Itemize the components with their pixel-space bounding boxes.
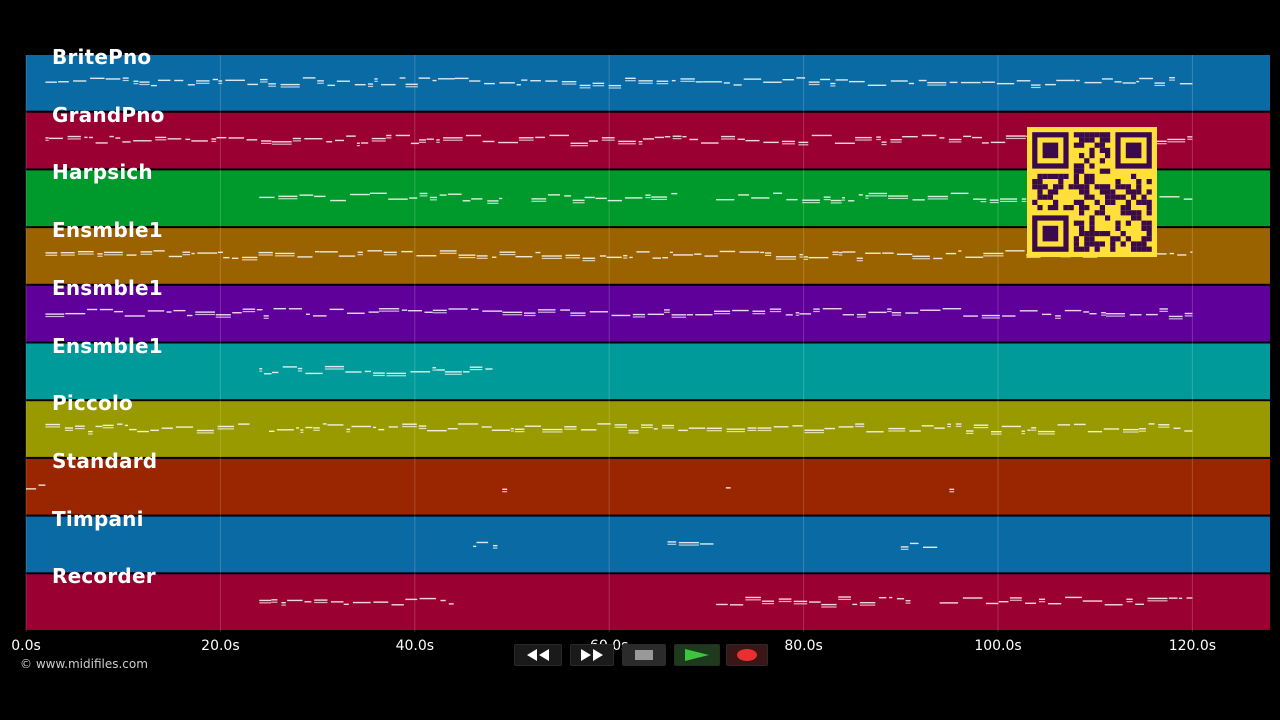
track-label: GrandPno <box>52 102 165 127</box>
play-button[interactable] <box>674 644 720 666</box>
track-label: Ensmble1 <box>52 275 163 300</box>
track-label: BritePno <box>52 45 152 69</box>
record-icon <box>737 649 757 661</box>
track-lane <box>26 516 1270 573</box>
time-tick-label: 0.0s <box>11 638 41 654</box>
time-tick-label: 80.0s <box>784 638 823 654</box>
record-button[interactable] <box>726 644 768 666</box>
copyright-text: © www.midifiles.com <box>20 657 148 671</box>
time-tick-label: 100.0s <box>974 638 1022 654</box>
track-lane <box>26 574 1270 630</box>
time-tick-label: 20.0s <box>201 638 240 654</box>
stop-icon <box>635 650 653 660</box>
track-lane <box>26 343 1270 400</box>
track-lane <box>26 401 1270 457</box>
track-label: Harpsich <box>52 160 153 185</box>
time-tick-label: 120.0s <box>1168 638 1217 654</box>
qr-code <box>1027 127 1157 257</box>
play-icon <box>685 649 709 661</box>
fast-forward-button[interactable] <box>570 644 614 666</box>
stop-button[interactable] <box>622 644 666 666</box>
track-label: Ensmble1 <box>52 333 163 358</box>
transport-controls <box>510 642 770 668</box>
track-label: Standard <box>52 448 158 473</box>
track-lane <box>26 458 1270 515</box>
rewind-icon <box>527 649 549 661</box>
rewind-button[interactable] <box>514 644 562 666</box>
track-label: Ensmble1 <box>52 218 163 243</box>
track-label: Timpani <box>52 506 144 531</box>
time-tick-label: 40.0s <box>395 638 435 654</box>
fast-forward-icon <box>581 649 603 661</box>
track-label: Piccolo <box>52 391 133 416</box>
track-label: Recorder <box>52 564 156 589</box>
